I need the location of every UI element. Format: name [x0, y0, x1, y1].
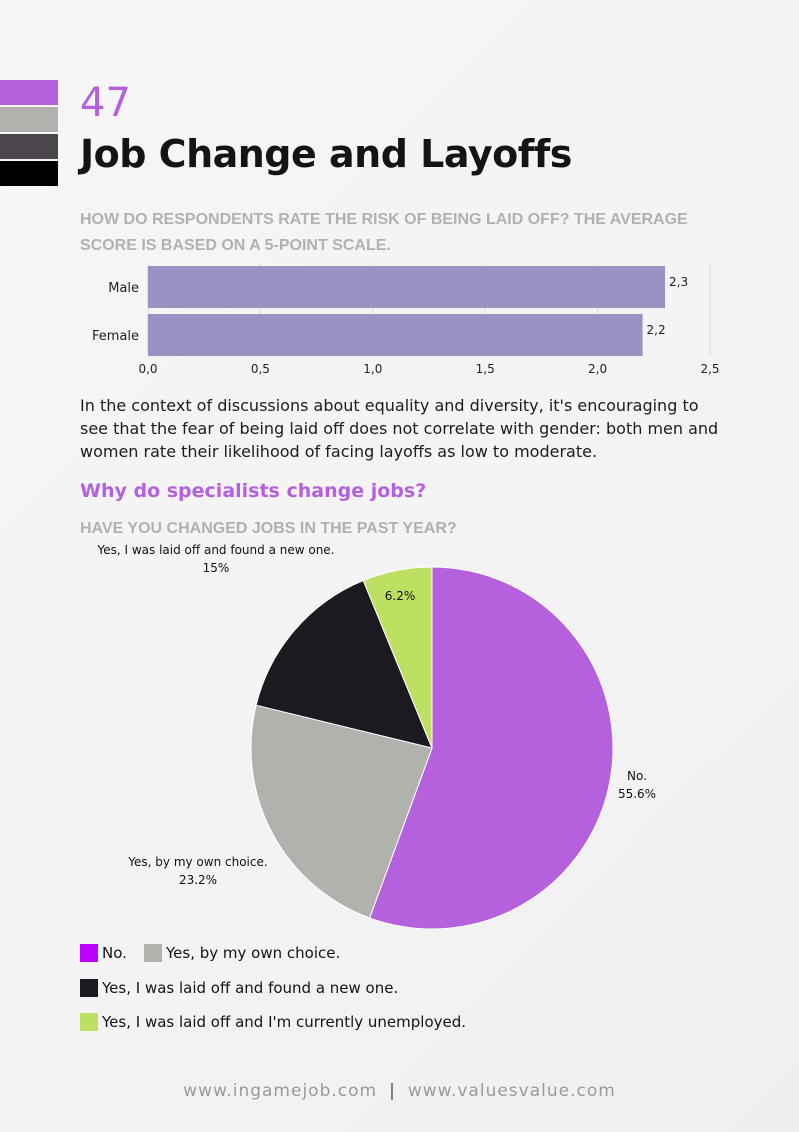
slice-pct-label: 55.6%	[618, 787, 656, 801]
legend-item-no: No.	[80, 944, 127, 962]
pie-slice	[368, 566, 614, 930]
job-change-pie-chart: No. 55.6% Yes, by my own choice. 23.2% Yes, …	[97, 543, 656, 930]
value-label: 2,2	[647, 323, 666, 337]
slice-name-label: No.	[627, 769, 647, 783]
legend-swatch	[80, 1013, 98, 1031]
pie-slice	[250, 704, 433, 919]
footer-separator: |	[389, 1081, 396, 1101]
page-title: Job Change and Layoffs	[80, 132, 572, 176]
category-label: Male	[108, 281, 139, 296]
legend-item-laid-off-new-job: Yes, I was laid off and found a new one.	[80, 979, 398, 997]
bar-male	[148, 266, 666, 308]
swatch-black	[0, 161, 58, 186]
layoff-question: HOW DO RESPONDENTS RATE THE RISK OF BEIN…	[80, 211, 688, 254]
slice-pct-label: 15%	[203, 561, 230, 575]
footer-link-ingamejob[interactable]: www.ingamejob.com	[183, 1081, 378, 1101]
legend-label: Yes, I was laid off and I'm currently un…	[102, 1013, 467, 1031]
x-tick-label: 2,5	[700, 362, 719, 376]
x-tick-label: 1,0	[363, 362, 382, 376]
x-tick-label: 0,5	[251, 362, 270, 376]
legend-item-own-choice: Yes, by my own choice.	[144, 944, 340, 962]
footer: www.ingamejob.com | www.valuesvalue.com	[0, 1081, 799, 1101]
swatch-purple	[0, 80, 58, 105]
pie-slice	[255, 579, 433, 749]
layoff-risk-bar-chart: 0,0 0,5 1,0 1,5 2,0 2,5 Male 2,3 Female 2,2	[92, 264, 720, 376]
pie-slice	[362, 566, 433, 749]
slice-name-label: Yes, by my own choice.	[127, 855, 267, 869]
legend-item-laid-off-unemployed: Yes, I was laid off and I'm currently un…	[80, 1013, 466, 1031]
page-number: 47	[80, 80, 131, 126]
legend-label: Yes, I was laid off and found a new one.	[102, 979, 399, 997]
section-heading: Why do specialists change jobs?	[80, 480, 427, 502]
legend-swatch	[80, 979, 98, 997]
swatch-gray	[0, 107, 58, 132]
bar-female	[148, 314, 643, 356]
legend-swatch	[80, 944, 98, 962]
x-tick-label: 2,0	[588, 362, 607, 376]
value-label: 2,3	[669, 275, 688, 289]
body-text: In the context of discussions about equa…	[80, 396, 719, 461]
slice-pct-label: 23.2%	[179, 873, 217, 887]
slice-name-label: Yes, I was laid off and found a new one.	[97, 543, 335, 557]
legend-swatch	[144, 944, 162, 962]
swatch-dark-gray	[0, 134, 58, 159]
category-label: Female	[92, 329, 139, 344]
x-tick-label: 0,0	[138, 362, 157, 376]
slice-pct-label: 6.2%	[385, 589, 416, 603]
legend-label: No.	[102, 944, 127, 962]
x-tick-label: 1,5	[476, 362, 495, 376]
footer-link-valuesvalue[interactable]: www.valuesvalue.com	[407, 1081, 616, 1101]
legend-label: Yes, by my own choice.	[166, 944, 341, 962]
job-change-question: HAVE YOU CHANGED JOBS IN THE PAST YEAR?	[80, 520, 457, 537]
